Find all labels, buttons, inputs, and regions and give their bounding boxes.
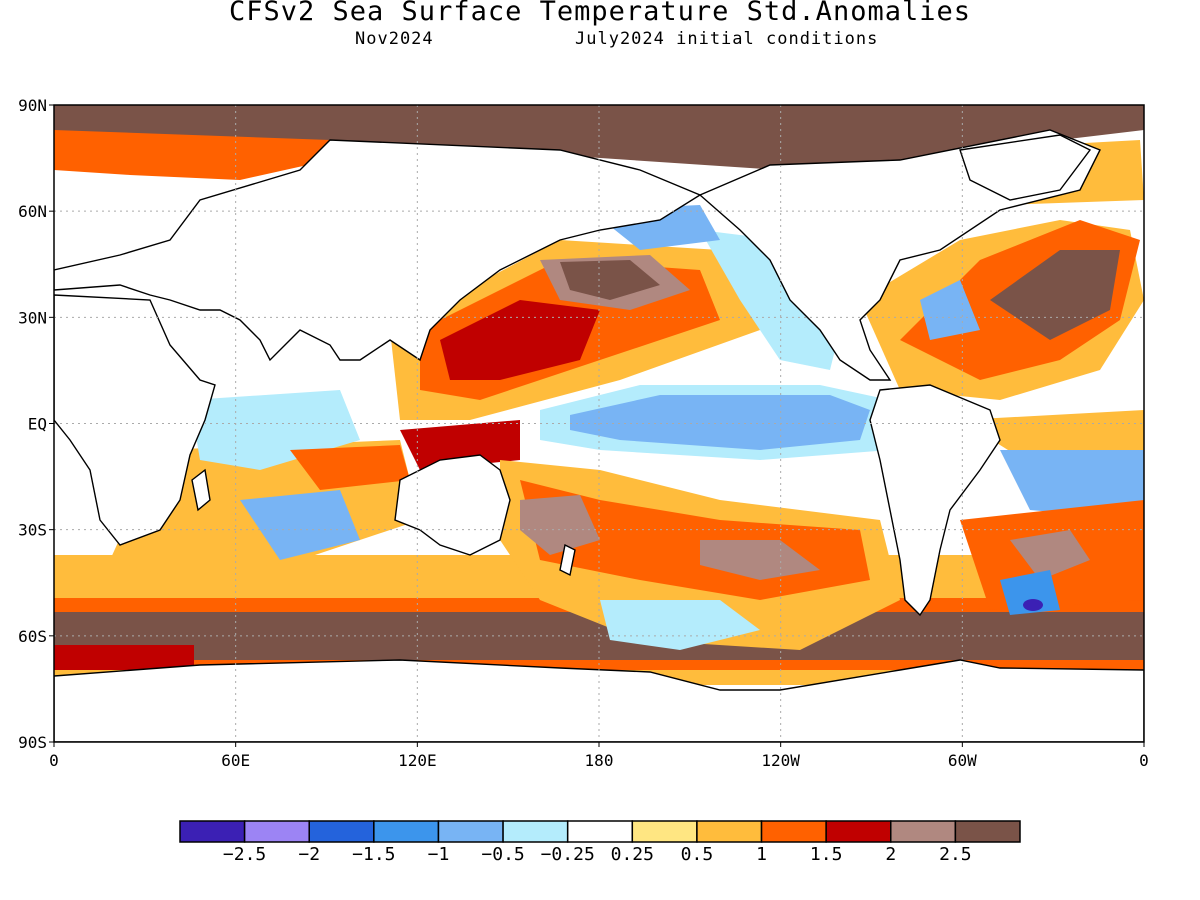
colorbar-swatch [890, 820, 957, 843]
south-pacific-extreme [700, 540, 820, 580]
north-atlantic-cool-patch [920, 280, 980, 340]
south-pacific-cool-patch [600, 600, 760, 650]
map-gridlines [54, 105, 1144, 742]
lon-tick-label: 60E [221, 751, 250, 770]
target-month-label: Nov2024 [355, 29, 434, 49]
south-atlantic-extreme [1010, 530, 1090, 580]
colorbar-label: −1 [428, 844, 450, 865]
lon-tick-label: 180 [585, 751, 614, 770]
latitude-axis: 90N 60N 30N EQ 30S 60S 90S [18, 96, 54, 752]
lat-tick-label: 60S [18, 627, 47, 646]
colorbar-swatch [631, 820, 698, 843]
south-indian-cool [240, 490, 360, 560]
longitude-axis: 0 60E 120E 180 120W 60W 0 [49, 742, 1149, 770]
lon-tick-label: 120W [761, 751, 800, 770]
colorbar-swatch [566, 820, 634, 843]
colorbar-label: −1.5 [352, 844, 395, 865]
africa-landmass [54, 294, 216, 546]
colorbar-legend: −2.5 −2 −1.5 −1 −0.5 −0.25 0.25 0.5 1 1.5 2 2.5 [179, 820, 1021, 865]
arctic-ice-cap [54, 105, 1144, 170]
madagascar-landmass [191, 468, 211, 512]
colorbar-swatch [760, 820, 827, 843]
greenland-landmass [959, 134, 1092, 201]
arctic-warm-west [54, 130, 330, 180]
lon-tick-label: 120E [398, 751, 437, 770]
maritime-continent-hot [400, 420, 520, 470]
colorbar-swatch [243, 820, 310, 843]
colorbar-swatch [179, 820, 246, 843]
western-pacific-red-core [440, 300, 600, 380]
lat-tick-label: EQ [28, 415, 47, 434]
lat-tick-label: 90N [18, 96, 47, 115]
southern-ocean-red-patch [54, 645, 194, 670]
lat-tick-label: 30N [18, 308, 47, 327]
colorbar-swatch [373, 820, 440, 843]
colorbar-label: −2.5 [223, 844, 266, 865]
colorbar-swatch [308, 820, 375, 843]
cold-tongue-inner [570, 395, 870, 450]
lon-tick-label: 0 [1139, 751, 1149, 770]
south-atlantic-cool [1000, 450, 1144, 520]
initial-conditions-label: July2024 initial conditions [575, 29, 879, 49]
northeast-pacific-cool [700, 230, 840, 370]
kuroshio-extension-core [560, 260, 660, 300]
colorbar-label: 0.25 [611, 844, 654, 865]
colorbar-label: 2.5 [939, 844, 972, 865]
new-zealand-landmass [559, 543, 576, 577]
chart-title: CFSv2 Sea Surface Temperature Std.Anomal… [229, 0, 971, 27]
colorbar-label: 0.5 [681, 844, 714, 865]
lat-tick-label: 30S [18, 521, 47, 540]
colorbar-label: 1 [756, 844, 767, 865]
lat-tick-label: 90S [18, 733, 47, 752]
tasman-extreme [520, 495, 600, 555]
colorbar-label: −2 [298, 844, 320, 865]
south-america-landmass [869, 384, 1001, 617]
colorbar-swatch [696, 820, 763, 843]
eurasia-landmass [54, 139, 702, 362]
south-atlantic-strong-cold [1023, 599, 1043, 611]
colorbar-swatch [954, 820, 1021, 843]
lon-tick-label: 0 [49, 751, 59, 770]
colorbar-label: −0.25 [541, 844, 595, 865]
colorbar-swatch [502, 820, 569, 843]
lat-tick-label: 60N [18, 202, 47, 221]
colorbar-label: 1.5 [810, 844, 843, 865]
south-atlantic-cold-patch [1000, 570, 1060, 615]
lon-tick-label: 60W [948, 751, 977, 770]
south-indian-warm [290, 445, 410, 490]
colorbar-swatch [437, 820, 504, 843]
colorbar-label: −0.5 [481, 844, 524, 865]
colorbar-label: 2 [885, 844, 896, 865]
colorbar-swatch [825, 820, 892, 843]
